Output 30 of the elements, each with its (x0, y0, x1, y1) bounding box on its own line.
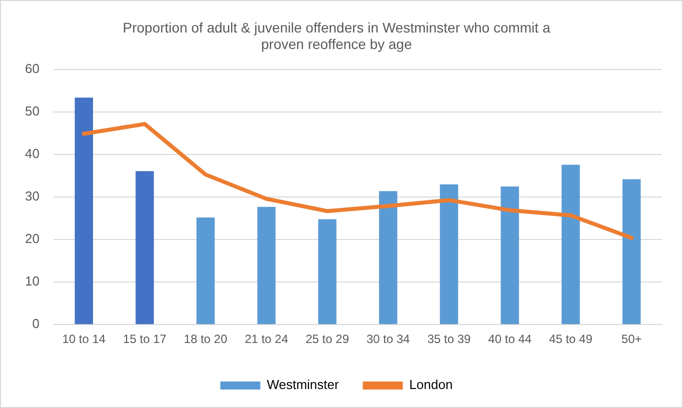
bar (379, 191, 398, 324)
bar (500, 186, 519, 324)
y-tick-label: 0 (32, 316, 40, 332)
y-tick-label: 50 (24, 104, 40, 119)
x-tick-label: 21 to 24 (244, 332, 288, 346)
x-tick-label: 50+ (621, 332, 642, 346)
bar (257, 206, 276, 324)
bar (318, 219, 336, 324)
x-tick-label: 18 to 20 (184, 332, 228, 346)
y-tick-label: 10 (24, 274, 40, 289)
bar (440, 184, 458, 324)
bar (136, 171, 154, 324)
x-tick-label: 10 to 14 (62, 332, 106, 346)
bar (622, 179, 641, 324)
x-tick-label: 45 to 49 (549, 332, 593, 346)
x-tick-label: 35 to 39 (427, 332, 472, 346)
chart-title: Proportion of adult & juvenile offenders in Westminster who commit a proven reoffence by age (122, 19, 550, 52)
y-tick-label: 20 (24, 231, 40, 246)
y-tick-label: 60 (24, 61, 40, 76)
y-tick-label: 40 (24, 146, 40, 162)
x-tick-label: 25 to 29 (306, 332, 350, 346)
x-tick-label: 15 to 17 (123, 332, 167, 346)
x-tick-label: 30 to 34 (366, 332, 410, 346)
legend-label: Westminster (266, 377, 340, 392)
bar (196, 218, 215, 324)
bar (562, 164, 580, 324)
x-tick-label: 40 to 44 (488, 332, 532, 346)
bar (74, 98, 94, 324)
legend-label: London (409, 377, 453, 392)
y-tick-label: 30 (24, 188, 40, 204)
